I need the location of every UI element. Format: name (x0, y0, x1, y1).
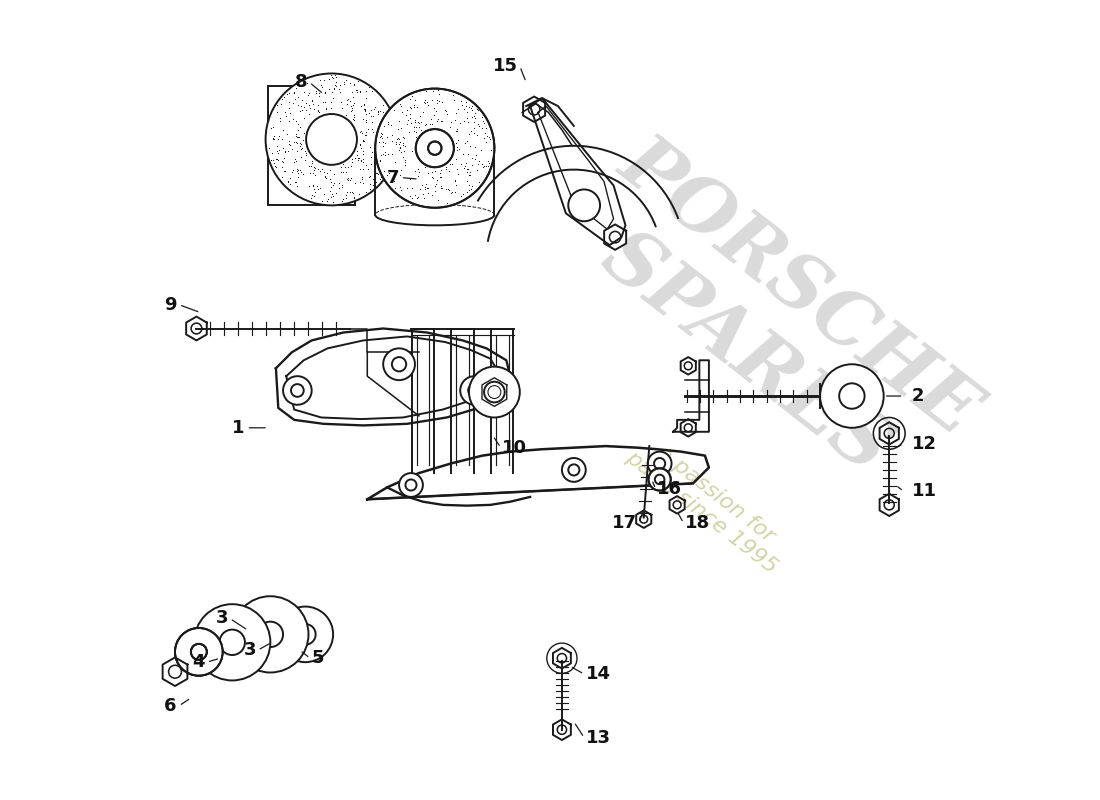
Circle shape (306, 114, 358, 165)
Circle shape (277, 606, 333, 662)
Circle shape (469, 384, 481, 397)
Circle shape (569, 464, 580, 475)
Text: 13: 13 (586, 729, 611, 746)
Circle shape (191, 644, 207, 660)
Circle shape (292, 384, 304, 397)
Circle shape (649, 468, 671, 490)
Circle shape (569, 190, 601, 222)
Circle shape (175, 628, 222, 676)
Circle shape (406, 479, 417, 490)
Circle shape (175, 628, 222, 676)
Circle shape (257, 622, 283, 647)
Circle shape (460, 376, 488, 405)
Text: 5: 5 (311, 649, 324, 667)
Text: 14: 14 (586, 665, 611, 683)
Text: a passion for
parts since 1995: a passion for parts since 1995 (623, 429, 795, 578)
Text: 12: 12 (912, 434, 936, 453)
Text: 6: 6 (164, 697, 177, 715)
Circle shape (416, 129, 454, 167)
Text: 11: 11 (912, 482, 936, 500)
Text: 3: 3 (243, 642, 256, 659)
Circle shape (654, 458, 666, 469)
Text: 18: 18 (685, 514, 711, 532)
Circle shape (469, 366, 520, 418)
Text: 3: 3 (216, 610, 229, 627)
Circle shape (383, 348, 415, 380)
Circle shape (399, 473, 422, 497)
Text: 8: 8 (295, 74, 308, 91)
Circle shape (428, 142, 441, 155)
Text: 10: 10 (503, 438, 527, 457)
Circle shape (191, 644, 207, 660)
Text: 15: 15 (493, 58, 518, 75)
Text: 4: 4 (191, 653, 205, 671)
Circle shape (283, 376, 311, 405)
Text: 1: 1 (232, 419, 244, 437)
Circle shape (821, 364, 883, 428)
Text: 7: 7 (386, 169, 399, 186)
Circle shape (194, 604, 271, 681)
Circle shape (648, 452, 671, 475)
Text: 16: 16 (658, 480, 682, 498)
Circle shape (265, 74, 397, 206)
Circle shape (484, 382, 505, 402)
Circle shape (839, 383, 865, 409)
Text: 17: 17 (613, 514, 637, 532)
Text: 2: 2 (912, 387, 924, 405)
Text: 9: 9 (164, 296, 177, 314)
Circle shape (232, 596, 308, 673)
Text: PORSCHE
SPARES: PORSCHE SPARES (552, 124, 992, 517)
Circle shape (220, 630, 245, 655)
Circle shape (562, 458, 586, 482)
Circle shape (392, 357, 406, 371)
Circle shape (375, 89, 494, 208)
Circle shape (295, 624, 316, 645)
Polygon shape (268, 86, 355, 206)
